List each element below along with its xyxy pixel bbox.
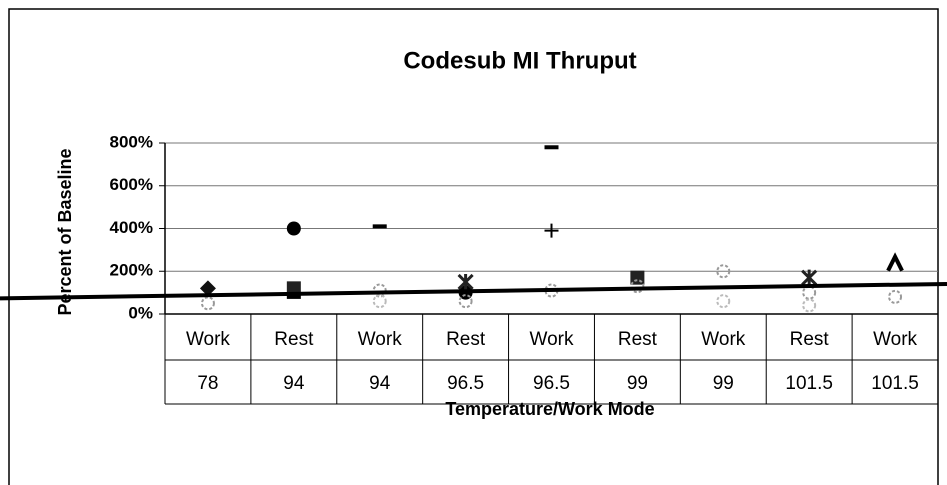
y-tick-label: 200% bbox=[110, 261, 153, 280]
marker bbox=[457, 273, 474, 290]
marker bbox=[630, 279, 645, 294]
marker bbox=[716, 294, 731, 309]
y-tick-label: 800% bbox=[110, 132, 153, 151]
x-tick-label: Rest bbox=[446, 329, 486, 350]
x-tick-label: Work bbox=[358, 329, 402, 350]
x-axis-label: Temperature/Work Mode bbox=[445, 399, 654, 419]
marker bbox=[888, 289, 903, 304]
marker bbox=[544, 145, 559, 150]
x-tick-label: Rest bbox=[274, 329, 314, 350]
marker bbox=[286, 221, 301, 236]
marker bbox=[200, 296, 215, 311]
marker bbox=[372, 224, 387, 229]
marker bbox=[458, 294, 473, 309]
x-tick-label-level2: 96.5 bbox=[447, 373, 484, 394]
y-tick-label: 400% bbox=[110, 218, 153, 237]
x-tick-label-level2: 99 bbox=[713, 373, 734, 394]
y-axis-label: Percent of Baseline bbox=[55, 148, 75, 315]
x-tick-label-level2: 101.5 bbox=[785, 373, 833, 394]
y-tick-label: 600% bbox=[110, 175, 153, 194]
x-tick-label: Work bbox=[701, 329, 745, 350]
x-tick-label-level2: 78 bbox=[197, 373, 218, 394]
marker bbox=[199, 280, 216, 297]
x-tick-label: Work bbox=[186, 329, 230, 350]
y-tick-label: 0% bbox=[128, 303, 153, 322]
reference-line bbox=[0, 281, 947, 301]
x-tick-label: Work bbox=[873, 329, 917, 350]
chart-title: Codesub MI Thruput bbox=[403, 47, 636, 74]
x-tick-label-level2: 94 bbox=[369, 373, 391, 394]
marker bbox=[544, 223, 559, 238]
x-tick-label: Rest bbox=[618, 329, 658, 350]
x-tick-label-level2: 101.5 bbox=[871, 373, 919, 394]
marker bbox=[802, 298, 817, 313]
x-tick-label: Work bbox=[530, 329, 574, 350]
marker bbox=[802, 285, 817, 300]
marker bbox=[886, 252, 904, 272]
marker bbox=[801, 269, 818, 286]
chart-border bbox=[8, 8, 939, 485]
marker bbox=[372, 294, 387, 309]
marker bbox=[716, 264, 731, 279]
x-tick-label-level2: 96.5 bbox=[533, 373, 570, 394]
marker bbox=[286, 294, 301, 299]
x-tick-label: Rest bbox=[790, 329, 830, 350]
x-tick-label-level2: 94 bbox=[283, 373, 305, 394]
x-tick-label-level2: 99 bbox=[627, 373, 648, 394]
